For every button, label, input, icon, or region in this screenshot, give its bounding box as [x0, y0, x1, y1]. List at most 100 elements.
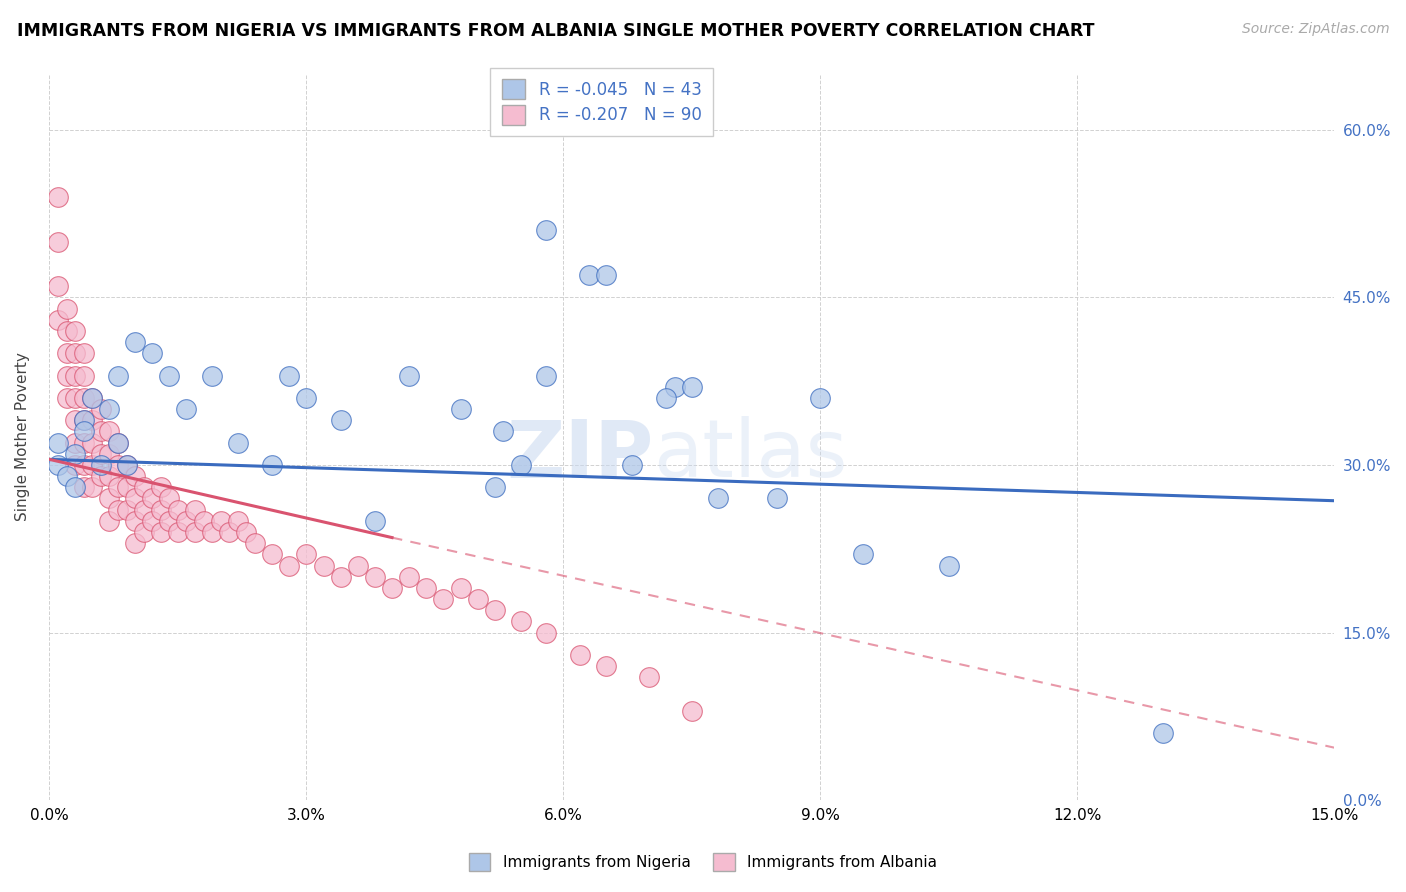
Point — [98, 514, 121, 528]
Point — [381, 581, 404, 595]
Point — [73, 368, 96, 383]
Point — [63, 346, 86, 360]
Point — [63, 447, 86, 461]
Point — [398, 570, 420, 584]
Point — [55, 301, 77, 316]
Point — [82, 413, 104, 427]
Point — [124, 514, 146, 528]
Point — [329, 570, 352, 584]
Point — [98, 491, 121, 506]
Point — [90, 425, 112, 439]
Point — [132, 480, 155, 494]
Point — [432, 592, 454, 607]
Point — [63, 458, 86, 472]
Point — [184, 524, 207, 539]
Point — [73, 413, 96, 427]
Point — [55, 368, 77, 383]
Point — [98, 469, 121, 483]
Point — [73, 413, 96, 427]
Point — [63, 413, 86, 427]
Point — [346, 558, 368, 573]
Point — [98, 402, 121, 417]
Point — [766, 491, 789, 506]
Point — [55, 391, 77, 405]
Point — [46, 279, 69, 293]
Point — [132, 502, 155, 516]
Point — [655, 391, 678, 405]
Point — [484, 603, 506, 617]
Point — [115, 502, 138, 516]
Point — [82, 391, 104, 405]
Point — [55, 346, 77, 360]
Point — [226, 514, 249, 528]
Point — [157, 368, 180, 383]
Point — [509, 458, 531, 472]
Point — [82, 435, 104, 450]
Point — [534, 368, 557, 383]
Point — [312, 558, 335, 573]
Point — [167, 524, 190, 539]
Point — [149, 480, 172, 494]
Point — [578, 268, 600, 282]
Point — [63, 480, 86, 494]
Point — [218, 524, 240, 539]
Point — [107, 502, 129, 516]
Point — [364, 570, 387, 584]
Point — [55, 469, 77, 483]
Point — [938, 558, 960, 573]
Point — [569, 648, 592, 662]
Point — [1152, 726, 1174, 740]
Point — [115, 458, 138, 472]
Point — [595, 659, 617, 673]
Point — [73, 435, 96, 450]
Point — [90, 447, 112, 461]
Point — [484, 480, 506, 494]
Point — [295, 391, 318, 405]
Point — [226, 435, 249, 450]
Point — [46, 190, 69, 204]
Point — [262, 547, 284, 561]
Point — [107, 458, 129, 472]
Point — [681, 380, 703, 394]
Point — [115, 480, 138, 494]
Point — [149, 502, 172, 516]
Point — [107, 368, 129, 383]
Point — [415, 581, 437, 595]
Point — [664, 380, 686, 394]
Point — [63, 435, 86, 450]
Text: ZIP: ZIP — [506, 417, 654, 494]
Point — [90, 402, 112, 417]
Point — [681, 704, 703, 718]
Point — [534, 625, 557, 640]
Point — [73, 425, 96, 439]
Point — [98, 425, 121, 439]
Point — [620, 458, 643, 472]
Point — [201, 524, 224, 539]
Point — [157, 514, 180, 528]
Y-axis label: Single Mother Poverty: Single Mother Poverty — [15, 352, 30, 522]
Point — [262, 458, 284, 472]
Point — [90, 458, 112, 472]
Point — [73, 458, 96, 472]
Point — [398, 368, 420, 383]
Point — [46, 235, 69, 249]
Point — [63, 368, 86, 383]
Point — [90, 469, 112, 483]
Point — [73, 480, 96, 494]
Point — [107, 435, 129, 450]
Point — [124, 536, 146, 550]
Point — [149, 524, 172, 539]
Point — [141, 514, 163, 528]
Point — [295, 547, 318, 561]
Point — [73, 346, 96, 360]
Point — [141, 346, 163, 360]
Point — [176, 402, 198, 417]
Point — [243, 536, 266, 550]
Point — [364, 514, 387, 528]
Point — [141, 491, 163, 506]
Point — [209, 514, 232, 528]
Point — [46, 458, 69, 472]
Point — [82, 458, 104, 472]
Point — [132, 524, 155, 539]
Point — [638, 670, 661, 684]
